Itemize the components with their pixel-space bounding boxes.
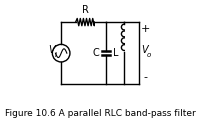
Text: -: - — [142, 72, 146, 82]
Text: i: i — [54, 52, 56, 58]
Text: +: + — [140, 24, 149, 34]
Text: V: V — [48, 45, 54, 55]
Text: Figure 10.6 A parallel RLC band-pass filter: Figure 10.6 A parallel RLC band-pass fil… — [5, 109, 195, 118]
Text: V: V — [140, 45, 147, 55]
Text: o: o — [146, 52, 150, 58]
Text: L: L — [113, 48, 118, 58]
Text: C: C — [92, 48, 99, 58]
Text: R: R — [81, 5, 88, 15]
